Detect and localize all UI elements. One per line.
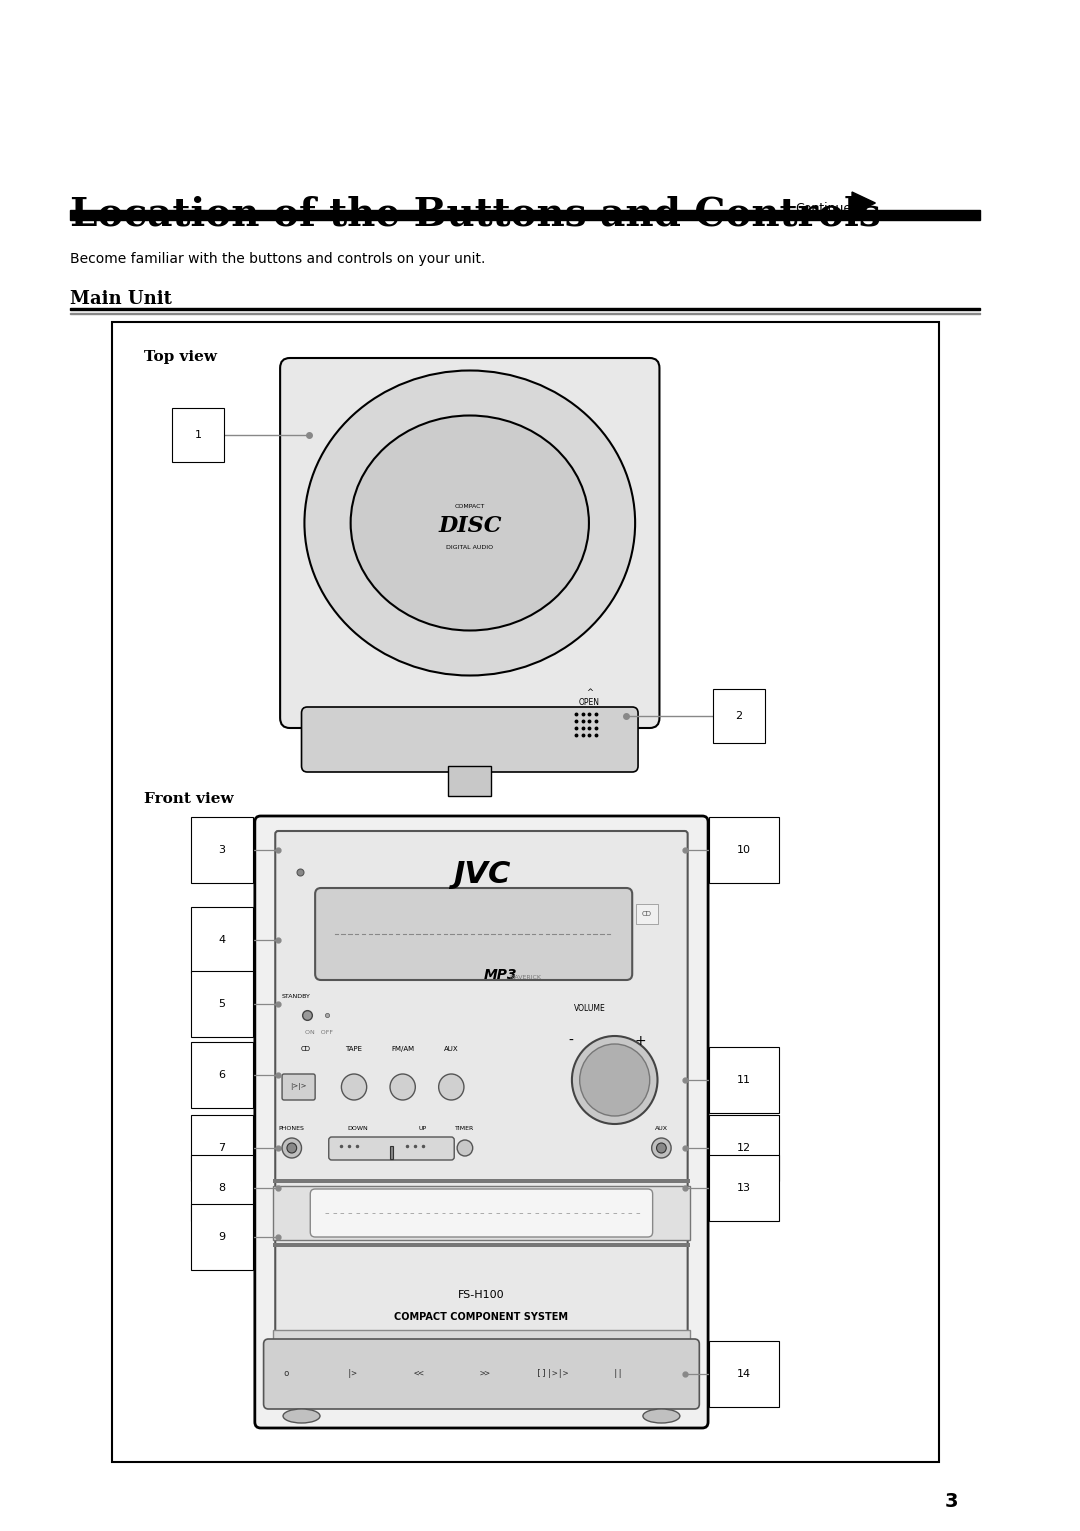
Text: Become familiar with the buttons and controls on your unit.: Become familiar with the buttons and con… [70,253,485,266]
FancyBboxPatch shape [315,888,632,980]
Text: VOLUME: VOLUME [573,1004,606,1014]
Bar [448,766,491,796]
Circle shape [657,1144,666,1153]
Text: Main Unit: Main Unit [70,289,172,308]
Ellipse shape [283,1409,320,1422]
Text: FM/AM: FM/AM [391,1046,415,1052]
FancyBboxPatch shape [328,1138,455,1160]
Circle shape [341,1075,367,1099]
Bar [273,1330,690,1370]
Text: COMPACT: COMPACT [455,504,485,508]
Text: MP3: MP3 [484,968,517,981]
Text: COMPACT COMPONENT SYSTEM: COMPACT COMPONENT SYSTEM [394,1312,568,1321]
Bar [273,1243,690,1248]
FancyBboxPatch shape [301,707,638,772]
Circle shape [390,1075,416,1099]
FancyBboxPatch shape [310,1190,652,1237]
Text: 5: 5 [218,1000,226,1009]
Text: +: + [634,1033,646,1049]
Text: Location of the Buttons and Controls: Location of the Buttons and Controls [70,194,881,233]
Text: DISC: DISC [438,514,501,537]
FancyBboxPatch shape [275,831,688,1343]
Text: ||: || [612,1370,623,1378]
FancyBboxPatch shape [264,1340,700,1409]
Text: JVC: JVC [453,860,510,890]
Text: Top view: Top view [144,351,217,364]
Bar [70,308,981,309]
Ellipse shape [351,415,589,631]
Text: 13: 13 [738,1183,752,1193]
Text: FS-H100: FS-H100 [458,1291,504,1300]
Text: TIMER: TIMER [456,1125,474,1131]
Ellipse shape [305,371,635,675]
Text: 9: 9 [218,1232,226,1242]
Text: TAPE: TAPE [346,1046,363,1052]
Circle shape [282,1138,301,1157]
FancyBboxPatch shape [282,1075,315,1099]
Text: 7: 7 [218,1144,226,1153]
Text: 3: 3 [945,1493,958,1511]
Text: MAVERICK: MAVERICK [510,975,541,980]
Text: 1: 1 [194,430,201,439]
FancyBboxPatch shape [255,816,708,1428]
Ellipse shape [643,1409,680,1422]
Bar [112,322,939,1462]
Text: DOWN: DOWN [348,1125,368,1131]
Bar [70,210,981,220]
Circle shape [580,1044,650,1116]
Circle shape [457,1141,473,1156]
Polygon shape [852,191,876,214]
Text: >>: >> [480,1370,490,1378]
Text: ^: ^ [586,687,593,697]
FancyBboxPatch shape [280,358,660,729]
Text: 10: 10 [738,845,752,854]
Text: AUX: AUX [444,1046,459,1052]
Bar [273,1179,690,1183]
Text: UP: UP [418,1125,427,1131]
Text: Continued: Continued [796,202,860,214]
Text: AUX: AUX [654,1125,667,1131]
Text: DIGITAL AUDIO: DIGITAL AUDIO [446,545,494,550]
Bar [636,903,658,925]
Text: STANDBY: STANDBY [282,994,311,1000]
Text: <<: << [414,1370,424,1378]
Text: ON   OFF: ON OFF [306,1030,334,1035]
Text: 2: 2 [735,710,742,721]
Text: 4: 4 [218,935,226,945]
Bar [390,1147,393,1159]
Text: []|>|>: []|>|> [536,1370,568,1378]
Text: |>: |> [347,1370,357,1378]
Text: 3: 3 [218,845,226,854]
Text: 12: 12 [738,1144,752,1153]
Text: Front view: Front view [144,792,233,805]
Text: CD: CD [300,1046,310,1052]
Circle shape [287,1144,297,1153]
Text: CD: CD [642,911,652,917]
Bar [273,1187,690,1240]
Text: 14: 14 [738,1369,752,1379]
Text: OPEN: OPEN [579,698,599,707]
Text: 8: 8 [218,1183,226,1193]
Text: -: - [568,1033,572,1049]
Text: PHONES: PHONES [279,1125,305,1131]
Text: 11: 11 [738,1075,752,1085]
Circle shape [438,1075,464,1099]
Circle shape [572,1036,658,1124]
Circle shape [651,1138,671,1157]
Text: 6: 6 [218,1070,226,1079]
Text: |>|>: |>|> [291,1084,307,1090]
Text: o: o [283,1370,288,1378]
